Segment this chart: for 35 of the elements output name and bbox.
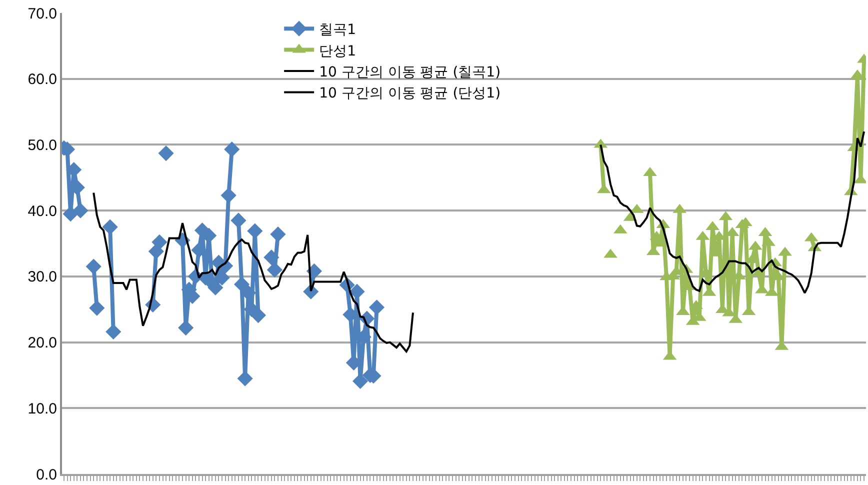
y-tick-label: 0.0 — [36, 466, 57, 484]
point — [250, 307, 266, 324]
y-tick-label: 10.0 — [28, 400, 57, 418]
y-tick-label: 60.0 — [28, 71, 57, 88]
point — [224, 142, 240, 158]
point — [178, 320, 194, 336]
point — [102, 219, 118, 235]
point — [234, 276, 250, 292]
point — [106, 324, 122, 340]
y-tick-label: 70.0 — [28, 5, 57, 22]
y-tick-label: 20.0 — [28, 334, 57, 352]
point — [158, 145, 174, 162]
legend-label: 10 구간의 이동 평균 (칠곡1) — [319, 64, 501, 80]
y-tick-label: 40.0 — [28, 202, 57, 220]
legend-label: 칠곡1 — [319, 22, 356, 38]
point — [220, 188, 236, 204]
point — [368, 300, 385, 316]
point — [352, 373, 368, 389]
y-tick-label: 50.0 — [28, 136, 57, 154]
point — [270, 226, 286, 242]
point — [264, 250, 280, 266]
legend-label: 10 구간의 이동 평균 (단성1) — [319, 86, 501, 102]
point — [89, 300, 105, 316]
point — [62, 206, 78, 222]
point — [191, 242, 207, 258]
point — [237, 370, 253, 386]
point — [152, 234, 168, 250]
point — [86, 258, 102, 274]
y-tick-label: 30.0 — [28, 268, 57, 286]
point — [72, 202, 88, 218]
point — [247, 223, 263, 239]
legend-label: 단성1 — [319, 43, 356, 60]
line-series — [92, 192, 414, 353]
point — [349, 284, 365, 300]
point — [230, 212, 246, 228]
